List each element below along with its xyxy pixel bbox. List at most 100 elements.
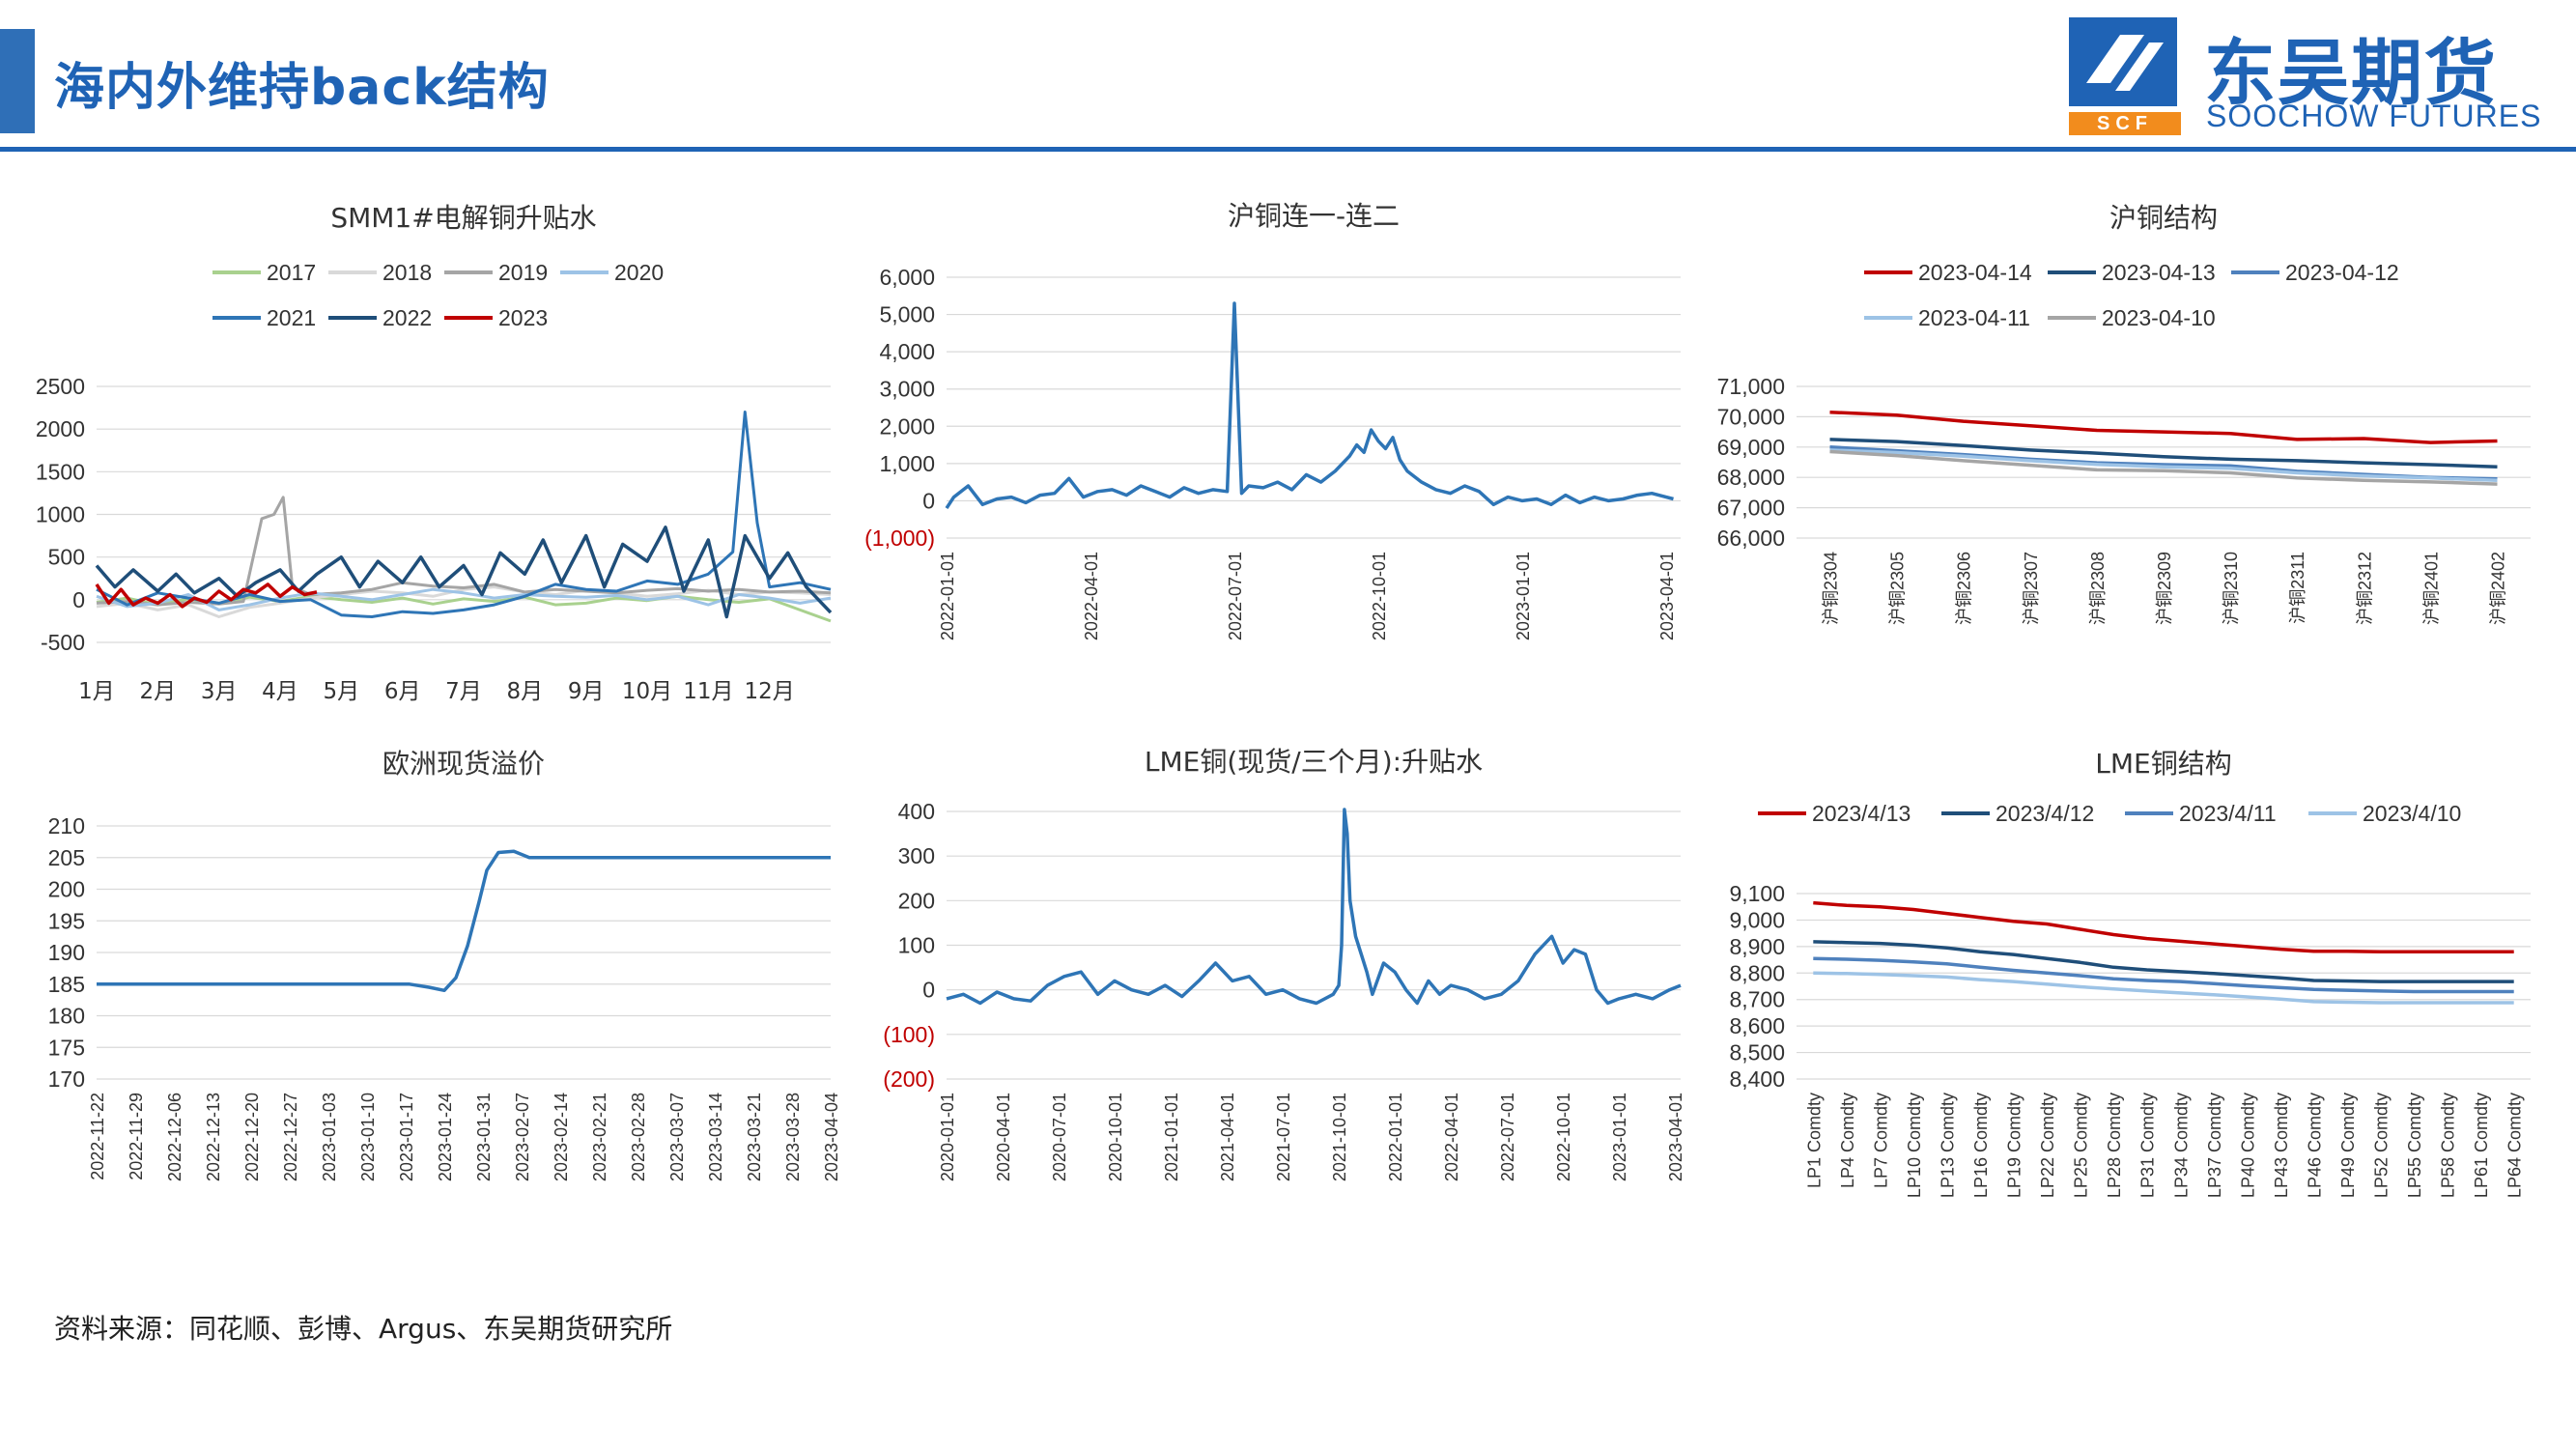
x-tick-label: 2022-07-01 bbox=[1226, 552, 1245, 640]
x-tick-label: 2022-07-01 bbox=[1498, 1093, 1517, 1181]
x-tick-label: LP10 Comdty bbox=[1905, 1093, 1924, 1198]
x-tick-label: 10月 bbox=[622, 679, 672, 704]
x-tick-label: LP28 Comdty bbox=[2105, 1093, 2124, 1198]
y-tick-label: 0 bbox=[922, 488, 935, 513]
x-tick-label: 沪铜2306 bbox=[1955, 552, 1974, 625]
chart-shfe-spread: 沪铜连一-连二 6,000 5,000 4,000 3,000 2,000 1,000 0 (1… bbox=[850, 198, 1700, 720]
y-tick-label: 5,000 bbox=[879, 302, 935, 327]
y-tick-label: 3,000 bbox=[879, 377, 935, 402]
legend-label: 2023/4/12 bbox=[1996, 801, 2094, 826]
x-tick-label: 沪铜2311 bbox=[2288, 552, 2307, 624]
y-tick-label: 300 bbox=[898, 843, 935, 868]
chart-svg: SMM1#电解铜升贴水25002000150010005000-5001月 2月 3… bbox=[19, 198, 850, 720]
x-tick-label: LP46 Comdty bbox=[2305, 1093, 2324, 1198]
x-tick-label: LP49 Comdty bbox=[2338, 1093, 2358, 1198]
x-tick-label: LP25 Comdty bbox=[2072, 1093, 2091, 1198]
chart-svg: 欧洲现货溢价2102052001951901851801751702022-11… bbox=[19, 744, 850, 1265]
source-note: 资料来源：同花顺、彭博、Argus、东吴期货研究所 bbox=[54, 1308, 672, 1347]
x-tick-label: LP13 Comdty bbox=[1938, 1093, 1957, 1198]
chart-title: LME铜(现货/三个月):升贴水 bbox=[1145, 746, 1483, 778]
x-tick-label: 2022-10-01 bbox=[1370, 552, 1389, 640]
y-tick-label: 1500 bbox=[36, 459, 85, 484]
x-tick-label: 2022-01-01 bbox=[938, 552, 957, 640]
x-tick-label: 2022-12-13 bbox=[204, 1093, 223, 1181]
y-tick-label: 70,000 bbox=[1717, 404, 1785, 429]
chart-smm-premium: SMM1#电解铜升贴水 2500 2000 1500 1000 500 0 -500 1月 2月 3… bbox=[19, 198, 850, 720]
logo-scf-text: SCF bbox=[2069, 112, 2181, 135]
y-tick-label: 69,000 bbox=[1717, 435, 1785, 460]
x-tick-label: LP61 Comdty bbox=[2472, 1093, 2491, 1198]
y-tick-label: 8,600 bbox=[1729, 1013, 1785, 1038]
legend-label: 2023/4/10 bbox=[2363, 801, 2461, 826]
y-tick-label: 8,500 bbox=[1729, 1040, 1785, 1065]
x-tick-label: 2023-01-31 bbox=[474, 1093, 494, 1181]
y-tick-label: 195 bbox=[48, 908, 85, 933]
x-tick-label: 9月 bbox=[568, 679, 605, 704]
x-tick-label: 2022-12-27 bbox=[281, 1093, 300, 1181]
legend-label: 2020 bbox=[614, 260, 664, 285]
x-tick-label: 2023-04-01 bbox=[1666, 1093, 1685, 1181]
y-tick-label: 71,000 bbox=[1717, 374, 1785, 399]
x-tick-label: 2021-01-01 bbox=[1162, 1093, 1181, 1181]
x-tick-label: LP40 Comdty bbox=[2238, 1093, 2257, 1198]
x-tick-label: 2023-02-21 bbox=[590, 1093, 609, 1181]
y-tick-label: 67,000 bbox=[1717, 496, 1785, 521]
chart-svg: LME铜(现货/三个月):升贴水4003002001000(100)(200)2… bbox=[850, 744, 1700, 1265]
x-tick-label: LP16 Comdty bbox=[1971, 1093, 1991, 1198]
y-tick-label: 185 bbox=[48, 972, 85, 997]
x-tick-label: LP55 Comdty bbox=[2405, 1093, 2424, 1198]
legend-label: 2023-04-14 bbox=[1918, 260, 2032, 285]
y-tick-label: 190 bbox=[48, 940, 85, 965]
x-tick-label: 沪铜2401 bbox=[2421, 552, 2441, 625]
x-tick-label: 2022-04-01 bbox=[1442, 1093, 1461, 1181]
x-tick-label: 2023-01-01 bbox=[1610, 1093, 1629, 1181]
y-tick-label: 1,000 bbox=[879, 451, 935, 476]
x-tick-label: 2023-04-01 bbox=[1657, 552, 1677, 640]
x-tick-label: 沪铜2308 bbox=[2088, 552, 2108, 625]
legend-label: 2021 bbox=[267, 305, 316, 330]
x-tick-label: LP19 Comdty bbox=[2005, 1093, 2024, 1198]
y-tick-label: 175 bbox=[48, 1035, 85, 1060]
header-divider bbox=[0, 147, 2576, 152]
chart-title: LME铜结构 bbox=[2095, 748, 2231, 780]
x-tick-label: 2023-02-07 bbox=[513, 1093, 532, 1181]
y-tick-label: 8,800 bbox=[1729, 960, 1785, 985]
x-tick-label: 8月 bbox=[507, 679, 544, 704]
page-title: 海内外维持back结构 bbox=[54, 46, 550, 119]
x-tick-label: LP4 Comdty bbox=[1838, 1093, 1857, 1188]
y-tick-label: 8,400 bbox=[1729, 1066, 1785, 1092]
y-tick-label: 170 bbox=[48, 1066, 85, 1092]
title-accent-bar bbox=[0, 29, 35, 133]
x-tick-label: 11月 bbox=[683, 679, 733, 704]
legend-label: 2018 bbox=[382, 260, 432, 285]
y-tick-label: 2,000 bbox=[879, 413, 935, 439]
y-tick-label: 66,000 bbox=[1717, 526, 1785, 551]
y-tick-label: 68,000 bbox=[1717, 465, 1785, 490]
x-tick-label: LP64 Comdty bbox=[2505, 1093, 2525, 1198]
x-tick-label: 2023-01-03 bbox=[320, 1093, 339, 1181]
y-tick-label: 8,700 bbox=[1729, 987, 1785, 1012]
y-tick-label: 200 bbox=[48, 877, 85, 902]
x-tick-label: 4月 bbox=[262, 679, 298, 704]
y-tick-label: 2000 bbox=[36, 416, 85, 441]
y-tick-label: 210 bbox=[48, 813, 85, 838]
y-tick-label: -500 bbox=[41, 630, 85, 655]
y-tick-label: 9,100 bbox=[1729, 881, 1785, 906]
legend-label: 2023-04-10 bbox=[2102, 305, 2216, 330]
x-tick-label: LP7 Comdty bbox=[1871, 1093, 1890, 1188]
y-tick-label: 4,000 bbox=[879, 339, 935, 364]
x-tick-label: 沪铜2309 bbox=[2155, 552, 2174, 625]
y-tick-label: (1,000) bbox=[864, 526, 935, 551]
legend-label: 2023-04-13 bbox=[2102, 260, 2216, 285]
y-tick-label: 0 bbox=[922, 978, 935, 1003]
x-tick-label: 2022-11-29 bbox=[127, 1093, 146, 1180]
y-tick-label: 9,000 bbox=[1729, 907, 1785, 932]
chart-title: 欧洲现货溢价 bbox=[382, 748, 545, 780]
legend-label: 2023/4/13 bbox=[1812, 801, 1911, 826]
legend-label: 2017 bbox=[267, 260, 316, 285]
x-tick-label: 2020-01-01 bbox=[938, 1093, 957, 1181]
x-tick-label: 沪铜2305 bbox=[1888, 552, 1908, 625]
legend-label: 2022 bbox=[382, 305, 432, 330]
x-tick-label: LP37 Comdty bbox=[2205, 1093, 2224, 1198]
chart-svg: 沪铜连一-连二 6,000 5,000 4,000 3,000 2,000 1,000 0 (1… bbox=[850, 198, 1700, 720]
